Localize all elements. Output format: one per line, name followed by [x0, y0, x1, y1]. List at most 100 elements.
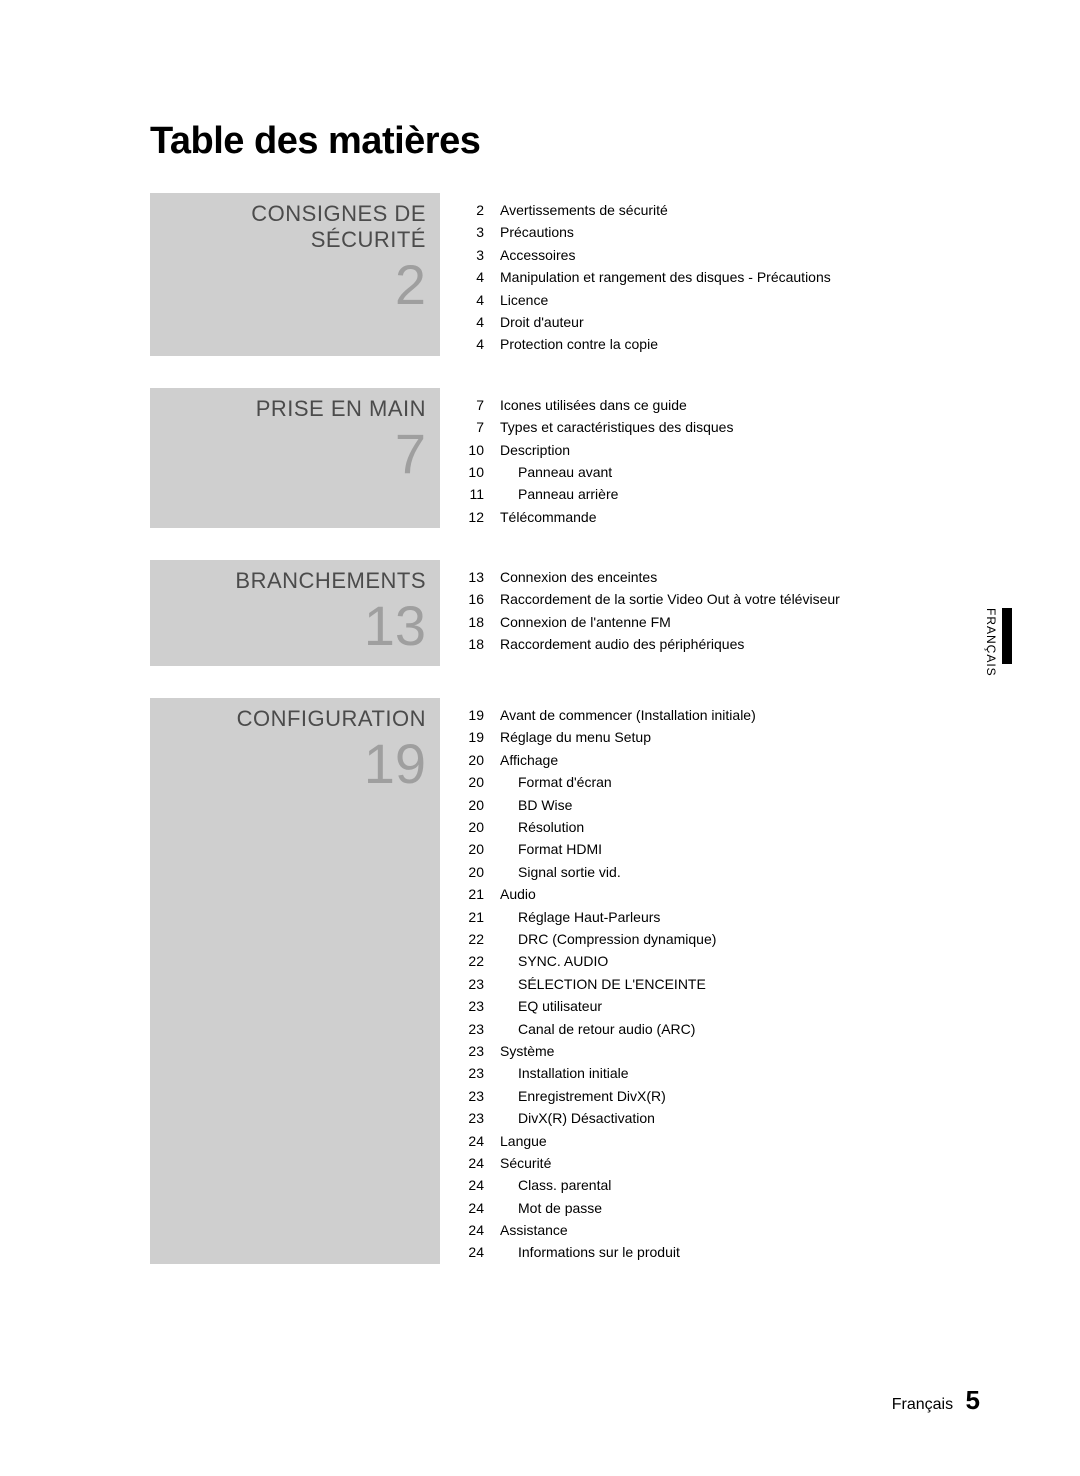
entry-page: 4 [460, 333, 484, 355]
toc-entry: 21 Audio [460, 883, 756, 905]
entry-page: 24 [460, 1219, 484, 1241]
entry-title: DRC (Compression dynamique) [500, 928, 716, 950]
entry-page: 20 [460, 816, 484, 838]
entry-title: Télécommande [500, 506, 597, 528]
toc-entry: 12 Télécommande [460, 506, 733, 528]
section-header-box: BRANCHEMENTS 13 [150, 560, 440, 666]
toc-entry: 22SYNC. AUDIO [460, 950, 756, 972]
entry-title: BD Wise [500, 794, 572, 816]
entry-page: 23 [460, 1062, 484, 1084]
toc-section: CONFIGURATION1919Avant de commencer (Ins… [150, 698, 990, 1264]
entry-title: Class. parental [500, 1174, 611, 1196]
entry-page: 19 [460, 726, 484, 748]
entry-page: 23 [460, 973, 484, 995]
entry-title: DivX(R) Désactivation [500, 1107, 655, 1129]
toc-entry: 24Sécurité [460, 1152, 756, 1174]
entry-title: Résolution [500, 816, 584, 838]
toc-entry: 23Système [460, 1040, 756, 1062]
entry-title: Sécurité [500, 1152, 551, 1174]
side-tab-bar [1002, 608, 1012, 664]
entry-title: Icones utilisées dans ce guide [500, 394, 687, 416]
section-header-box: CONSIGNES DE SÉCURITÉ2 [150, 193, 440, 356]
entry-page: 16 [460, 588, 484, 610]
entry-title: SÉLECTION DE L'ENCEINTE [500, 973, 706, 995]
entry-title: Signal sortie vid. [500, 861, 621, 883]
entry-page: 20 [460, 838, 484, 860]
toc-entry: 20Format d'écran [460, 771, 756, 793]
entry-title: Système [500, 1040, 554, 1062]
toc-entry: 11Panneau arrière [460, 483, 733, 505]
section-entries: 13 Connexion des enceintes 16 Raccordement … [440, 560, 840, 666]
section-start-page: 19 [150, 736, 426, 792]
entry-page: 21 [460, 883, 484, 905]
entry-title: Protection contre la copie [500, 333, 658, 355]
entry-page: 7 [460, 416, 484, 438]
toc-entry: 20Format HDMI [460, 838, 756, 860]
toc-entry: 4Licence [460, 289, 831, 311]
entry-page: 13 [460, 566, 484, 588]
toc-entry: 3Accessoires [460, 244, 831, 266]
entry-title: Raccordement de la sortie Video Out à vo… [500, 588, 840, 610]
entry-title: Installation initiale [500, 1062, 629, 1084]
section-heading: CONSIGNES DE SÉCURITÉ [150, 201, 426, 253]
entry-page: 2 [460, 199, 484, 221]
entry-title: Informations sur le produit [500, 1241, 680, 1263]
toc-entry: 23 Installation initiale [460, 1062, 756, 1084]
toc-entry: 20 Résolution [460, 816, 756, 838]
toc-entry: 2 Avertissements de sécurité [460, 199, 831, 221]
entry-title: Panneau avant [500, 461, 612, 483]
entry-title: Avant de commencer (Installation initial… [500, 704, 756, 726]
toc-entry: 20BD Wise [460, 794, 756, 816]
entry-title: Connexion des enceintes [500, 566, 657, 588]
entry-page: 21 [460, 906, 484, 928]
toc-entry: 16 Raccordement de la sortie Video Out à … [460, 588, 840, 610]
section-heading: BRANCHEMENTS [150, 568, 426, 594]
toc-entry: 23DivX(R) Désactivation [460, 1107, 756, 1129]
toc-entry: 13 Connexion des enceintes [460, 566, 840, 588]
toc-entry: 23 EQ utilisateur [460, 995, 756, 1017]
section-start-page: 13 [150, 598, 426, 654]
entry-title: Assistance [500, 1219, 568, 1241]
toc-entry: 24Langue [460, 1130, 756, 1152]
entry-page: 20 [460, 771, 484, 793]
side-tab-label: FRANÇAIS [984, 608, 998, 677]
toc-entry: 19 Réglage du menu Setup [460, 726, 756, 748]
section-header-box: PRISE EN MAIN7 [150, 388, 440, 528]
entry-page: 4 [460, 266, 484, 288]
toc-entry: 7 Icones utilisées dans ce guide [460, 394, 733, 416]
toc-entry: 23Enregistrement DivX(R) [460, 1085, 756, 1107]
toc-entry: 24 Class. parental [460, 1174, 756, 1196]
footer-page-number: 5 [966, 1385, 980, 1415]
entry-title: Description [500, 439, 570, 461]
entry-title: EQ utilisateur [500, 995, 602, 1017]
entry-page: 24 [460, 1197, 484, 1219]
toc-entry: 3Précautions [460, 221, 831, 243]
toc-entry: 10 Panneau avant [460, 461, 733, 483]
page-title: Table des matières [150, 120, 990, 163]
entry-page: 24 [460, 1174, 484, 1196]
entry-page: 18 [460, 611, 484, 633]
entry-page: 22 [460, 928, 484, 950]
entry-page: 10 [460, 461, 484, 483]
toc-section: PRISE EN MAIN77Icones utilisées dans ce … [150, 388, 990, 528]
entry-title: Accessoires [500, 244, 575, 266]
entry-page: 23 [460, 995, 484, 1017]
entry-page: 7 [460, 394, 484, 416]
entry-page: 23 [460, 1085, 484, 1107]
toc-entry: 4Manipulation et rangement des disques -… [460, 266, 831, 288]
section-start-page: 2 [150, 257, 426, 313]
toc-entry: 23Canal de retour audio (ARC) [460, 1018, 756, 1040]
entry-page: 20 [460, 861, 484, 883]
toc-entry: 4 Protection contre la copie [460, 333, 831, 355]
section-heading: PRISE EN MAIN [150, 396, 426, 422]
entry-title: Audio [500, 883, 536, 905]
toc-entry: 22 DRC (Compression dynamique) [460, 928, 756, 950]
entry-title: Avertissements de sécurité [500, 199, 668, 221]
entry-title: Réglage du menu Setup [500, 726, 651, 748]
entry-page: 4 [460, 289, 484, 311]
entry-page: 20 [460, 749, 484, 771]
entry-title: Réglage Haut-Parleurs [500, 906, 660, 928]
toc-entry: 24 Assistance [460, 1219, 756, 1241]
entry-page: 18 [460, 633, 484, 655]
entry-page: 12 [460, 506, 484, 528]
